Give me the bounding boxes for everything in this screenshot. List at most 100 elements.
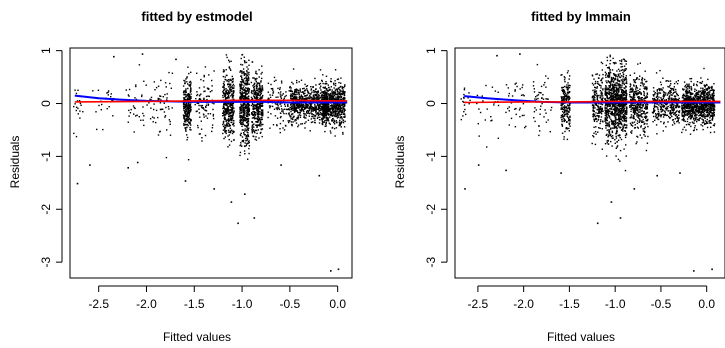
scatter-point: [343, 93, 346, 95]
scatter-point: [222, 94, 224, 97]
scatter-point: [617, 112, 619, 114]
scatter-point: [636, 87, 638, 89]
scatter-point: [515, 113, 517, 116]
scatter-point: [185, 110, 188, 112]
scatter-point: [625, 117, 628, 119]
scatter-point: [224, 125, 227, 127]
scatter-point: [594, 115, 597, 118]
scatter-point: [305, 107, 308, 109]
scatter-point: [563, 96, 566, 99]
scatter-point: [246, 79, 248, 81]
scatter-point: [612, 104, 614, 106]
scatter-point: [544, 81, 546, 84]
scatter-point: [227, 146, 229, 148]
scatter-point: [295, 110, 297, 112]
scatter-point: [300, 103, 302, 105]
scatter-point: [615, 137, 618, 139]
scatter-point: [518, 109, 521, 111]
scatter-point: [601, 108, 603, 110]
scatter-point: [612, 85, 614, 88]
scatter-point: [294, 89, 296, 91]
scatter-point: [232, 111, 235, 114]
scatter-point: [185, 115, 187, 118]
scatter-point: [520, 94, 523, 96]
scatter-point: [320, 109, 322, 112]
scatter-point: [160, 95, 162, 97]
scatter-point: [279, 112, 282, 114]
scatter-point: [606, 109, 608, 111]
scatter-point: [229, 124, 231, 127]
scatter-point: [623, 70, 625, 72]
scatter-point: [229, 91, 231, 93]
scatter-point: [618, 75, 620, 77]
scatter-point: [143, 80, 145, 82]
scatter-point: [185, 113, 188, 115]
scatter-point: [593, 132, 595, 134]
scatter-point: [609, 108, 611, 110]
panel-left-plot: [69, 47, 353, 279]
scatter-point: [602, 73, 604, 76]
scatter-point: [595, 104, 598, 106]
scatter-point: [135, 98, 138, 101]
scatter-point: [331, 92, 333, 95]
scatter-point: [611, 131, 614, 134]
scatter-point: [256, 97, 258, 100]
scatter-point: [255, 80, 257, 83]
scatter-point: [614, 105, 617, 108]
scatter-point: [563, 100, 565, 102]
scatter-point: [610, 135, 613, 138]
scatter-point: [614, 122, 616, 124]
scatter-point: [339, 105, 341, 107]
scatter-point: [340, 121, 343, 124]
scatter-point: [636, 94, 638, 96]
scatter-point: [618, 86, 620, 88]
scatter-point: [626, 94, 628, 96]
scatter-point: [608, 91, 611, 94]
scatter-point: [189, 106, 191, 109]
scatter-point: [605, 103, 608, 106]
scatter-point: [618, 109, 620, 111]
x-tick-label: -1.5: [184, 297, 205, 311]
scatter-point: [613, 63, 616, 65]
scatter-point: [248, 64, 250, 66]
scatter-point: [622, 97, 624, 100]
scatter-point: [254, 93, 256, 95]
scatter-point: [613, 114, 615, 117]
scatter-point: [325, 103, 327, 105]
scatter-point: [187, 119, 189, 121]
scatter-point: [275, 79, 277, 81]
scatter-point: [145, 84, 147, 86]
scatter-point: [625, 103, 627, 106]
scatter-point: [339, 90, 341, 92]
scatter-point: [568, 91, 570, 94]
scatter-point: [646, 107, 648, 109]
scatter-point: [243, 134, 246, 136]
scatter-point: [561, 123, 563, 126]
scatter-point: [247, 92, 250, 94]
scatter-point: [241, 71, 243, 74]
scatter-point: [232, 96, 234, 98]
scatter-point: [184, 114, 187, 116]
scatter-point: [255, 92, 258, 94]
scatter-point: [662, 116, 665, 118]
scatter-point: [626, 107, 628, 110]
scatter-point: [341, 107, 343, 109]
scatter-point: [207, 103, 210, 105]
scatter-point: [339, 114, 342, 116]
scatter-point: [611, 93, 613, 96]
scatter-point: [599, 120, 602, 123]
scatter-point: [328, 98, 331, 100]
scatter-point: [635, 107, 638, 109]
scatter-point: [242, 107, 244, 109]
scatter-point: [635, 78, 638, 80]
scatter-point: [243, 95, 246, 97]
scatter-point: [539, 113, 541, 115]
scatter-point: [327, 117, 330, 119]
scatter-point: [643, 134, 645, 136]
scatter-point: [594, 96, 596, 99]
scatter-point: [620, 79, 623, 81]
scatter-point: [617, 118, 619, 121]
scatter-point: [267, 116, 269, 119]
scatter-point: [608, 86, 610, 89]
scatter-point: [309, 130, 311, 132]
